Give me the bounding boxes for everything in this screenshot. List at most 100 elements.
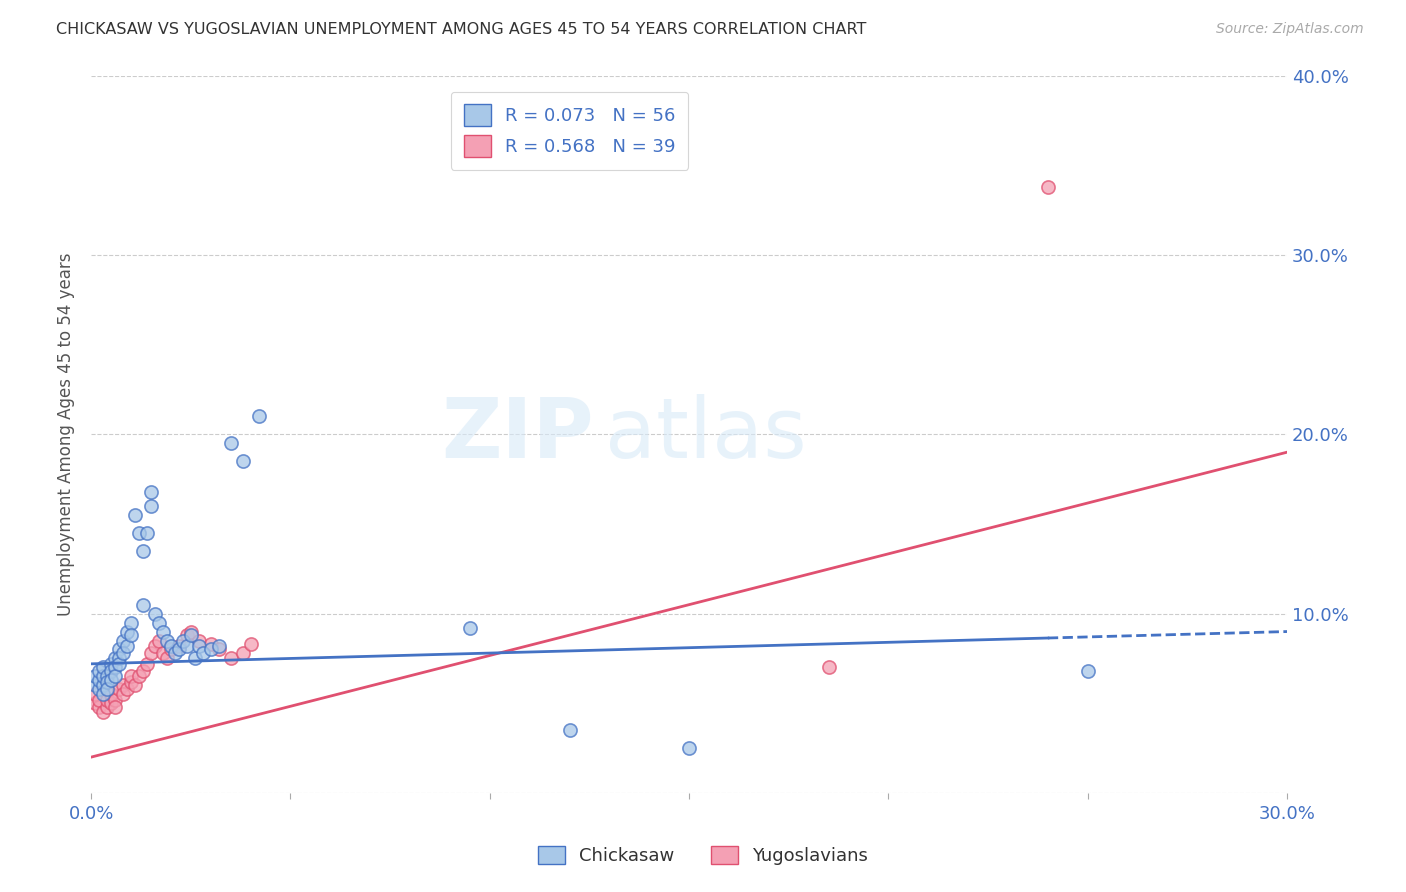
Point — [167, 642, 190, 657]
Point — [91, 660, 114, 674]
Point — [187, 639, 209, 653]
Point — [84, 687, 107, 701]
Point — [96, 699, 118, 714]
Point — [148, 633, 170, 648]
Point — [1036, 179, 1059, 194]
Point — [104, 669, 127, 683]
Point — [1077, 664, 1099, 678]
Point — [200, 637, 222, 651]
Point — [143, 607, 166, 621]
Point — [139, 484, 162, 499]
Point — [132, 598, 155, 612]
Point — [136, 525, 159, 540]
Point — [184, 651, 207, 665]
Point — [163, 646, 186, 660]
Point — [176, 628, 198, 642]
Point — [108, 642, 131, 657]
Point — [89, 699, 111, 714]
Y-axis label: Unemployment Among Ages 45 to 54 years: Unemployment Among Ages 45 to 54 years — [58, 252, 75, 616]
Point — [120, 674, 142, 689]
Point — [558, 723, 581, 738]
Point — [139, 499, 162, 513]
Point — [139, 646, 162, 660]
Point — [100, 687, 122, 701]
Point — [239, 637, 262, 651]
Point — [89, 681, 111, 696]
Point — [108, 657, 131, 671]
Point — [187, 633, 209, 648]
Point — [232, 646, 254, 660]
Point — [167, 639, 190, 653]
Point — [100, 657, 122, 671]
Point — [136, 657, 159, 671]
Point — [208, 642, 231, 657]
Point — [458, 621, 481, 635]
Point — [104, 699, 127, 714]
Point — [219, 436, 242, 450]
Point — [91, 669, 114, 683]
Text: CHICKASAW VS YUGOSLAVIAN UNEMPLOYMENT AMONG AGES 45 TO 54 YEARS CORRELATION CHAR: CHICKASAW VS YUGOSLAVIAN UNEMPLOYMENT AM… — [56, 22, 866, 37]
Point — [96, 681, 118, 696]
Point — [180, 624, 202, 639]
Point — [112, 646, 135, 660]
Text: ZIP: ZIP — [441, 393, 593, 475]
Point — [96, 674, 118, 689]
Point — [96, 692, 118, 706]
Legend: Chickasaw, Yugoslavians: Chickasaw, Yugoslavians — [530, 838, 876, 872]
Point — [89, 692, 111, 706]
Point — [148, 615, 170, 630]
Point — [84, 696, 107, 710]
Point — [91, 678, 114, 692]
Point — [112, 633, 135, 648]
Point — [176, 639, 198, 653]
Point — [128, 525, 150, 540]
Point — [160, 642, 183, 657]
Point — [96, 669, 118, 683]
Point — [91, 687, 114, 701]
Point — [120, 615, 142, 630]
Point — [115, 681, 138, 696]
Point — [120, 669, 142, 683]
Point — [124, 678, 146, 692]
Point — [120, 628, 142, 642]
Point — [104, 660, 127, 674]
Point — [132, 664, 155, 678]
Point — [156, 651, 179, 665]
Point — [100, 664, 122, 678]
Point — [156, 633, 179, 648]
Point — [247, 409, 270, 424]
Point — [208, 639, 231, 653]
Point — [108, 681, 131, 696]
Point — [115, 624, 138, 639]
Point — [232, 454, 254, 468]
Text: Source: ZipAtlas.com: Source: ZipAtlas.com — [1216, 22, 1364, 37]
Point — [128, 669, 150, 683]
Point — [160, 639, 183, 653]
Point — [200, 642, 222, 657]
Text: atlas: atlas — [606, 393, 807, 475]
Point — [172, 633, 194, 648]
Point — [84, 678, 107, 692]
Point — [143, 639, 166, 653]
Point — [112, 687, 135, 701]
Point — [180, 628, 202, 642]
Point — [104, 651, 127, 665]
Point — [89, 664, 111, 678]
Point — [115, 639, 138, 653]
Point — [91, 706, 114, 720]
Point — [191, 646, 214, 660]
Point — [219, 651, 242, 665]
Point — [152, 646, 174, 660]
Point — [84, 669, 107, 683]
Point — [100, 696, 122, 710]
Point — [132, 544, 155, 558]
Point — [152, 624, 174, 639]
Point — [817, 660, 839, 674]
Point — [112, 678, 135, 692]
Point — [104, 692, 127, 706]
Point — [108, 651, 131, 665]
Point — [124, 508, 146, 522]
Point — [89, 673, 111, 687]
Point — [678, 741, 700, 756]
Point — [100, 673, 122, 687]
